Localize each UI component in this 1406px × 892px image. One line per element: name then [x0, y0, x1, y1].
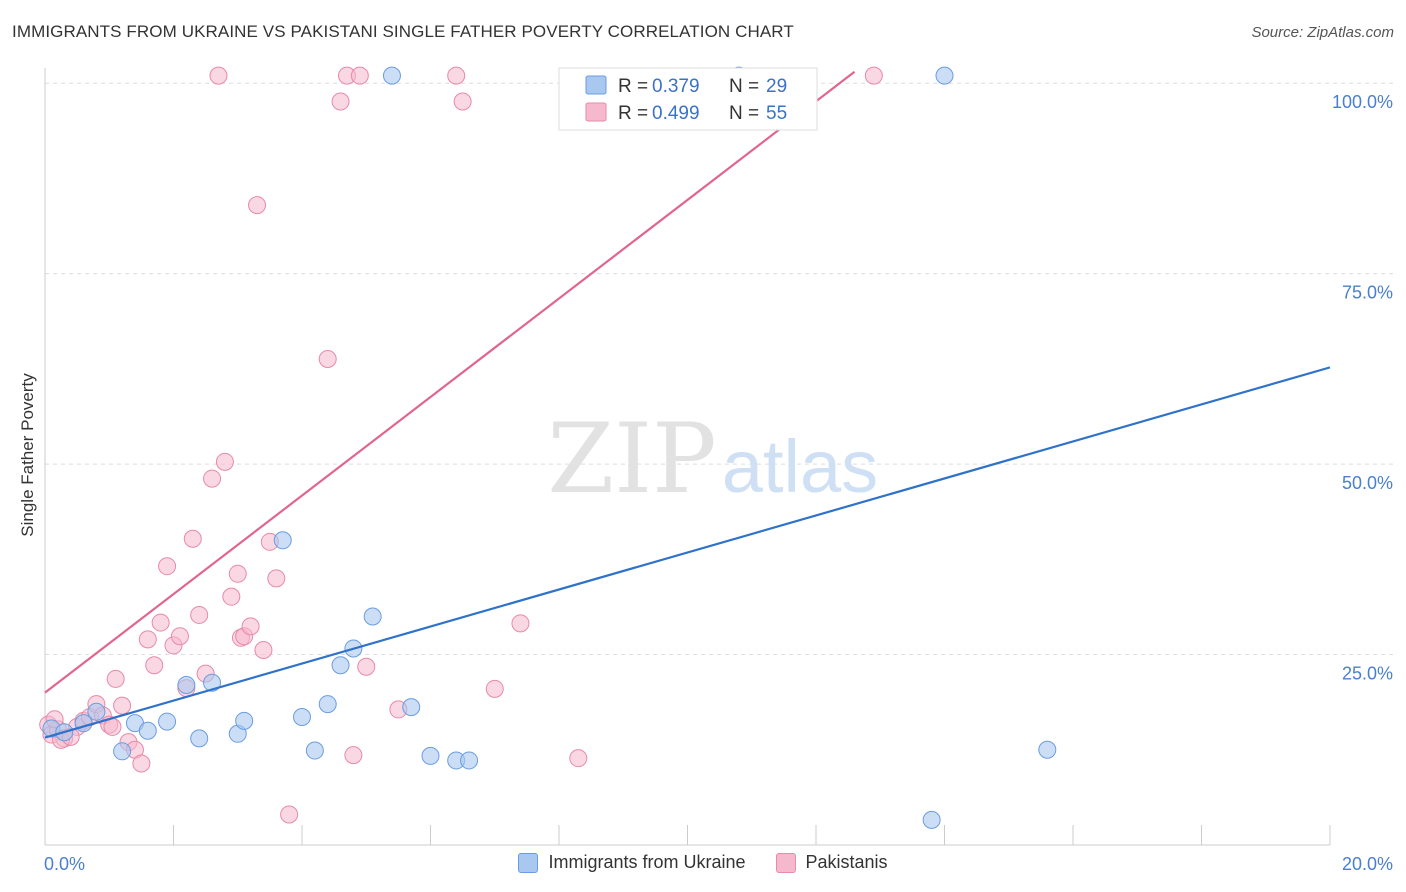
grid-lines: [45, 82, 1395, 656]
pakistani-point-20: [170, 627, 189, 646]
pakistani-point-18: [158, 557, 177, 576]
pakistani-trend-line: [44, 70, 856, 694]
pakistani-point-26: [209, 66, 228, 85]
pakistani-point-47: [485, 679, 504, 698]
pakistani-point-37: [280, 805, 299, 824]
pakistani-point-11: [113, 696, 132, 715]
ukraine-point-17: [331, 656, 350, 675]
pakistani-point-48: [511, 614, 530, 633]
ukraine-point-4: [113, 742, 132, 761]
ukraine-point-20: [382, 66, 401, 85]
pakistani-point-10: [106, 669, 125, 688]
ukraine-point-10: [203, 673, 222, 692]
ukraine-point-22: [421, 746, 440, 765]
ukraine-point-19: [363, 607, 382, 626]
legend-n-value-2: 55: [766, 103, 787, 124]
y-tick-label-1: 50.0%: [1342, 473, 1393, 493]
pakistani-point-38: [318, 349, 337, 368]
ukraine-point-7: [158, 712, 177, 731]
x-tick-label-0: 0.0%: [44, 854, 85, 874]
watermark-atlas: atlas: [722, 425, 878, 508]
ukraine-points: [42, 66, 1057, 829]
ukraine-point-12: [235, 711, 254, 730]
ukraine-point-24: [460, 751, 479, 770]
legend-n-value-1: 29: [766, 76, 787, 97]
legend-swatch-pakistani-bottom: [775, 852, 796, 873]
axes: [44, 68, 1331, 846]
correlation-legend: R = 0.379 N = 29 R = 0.499 N = 55: [558, 67, 818, 131]
pakistani-point-25: [203, 469, 222, 488]
ukraine-point-8: [177, 676, 196, 695]
pakistani-point-14: [132, 754, 151, 773]
ukraine-trend-line: [44, 366, 1331, 739]
chart-title: IMMIGRANTS FROM UKRAINE VS PAKISTANI SIN…: [12, 22, 794, 41]
legend-r-label-1: R =: [618, 76, 648, 97]
pakistani-point-29: [228, 564, 247, 583]
pakistani-point-43: [357, 657, 376, 676]
legend-item-pakistani[interactable]: Pakistanis: [775, 852, 888, 873]
trend-lines: [44, 70, 1331, 739]
pakistani-point-33: [248, 196, 267, 215]
pakistani-point-45: [447, 66, 466, 85]
legend-n-label-1: N =: [729, 76, 759, 97]
pakistani-point-34: [254, 640, 273, 659]
ukraine-point-28: [922, 810, 941, 829]
legend-r-label-2: R =: [618, 103, 648, 124]
y-tick-label-0: 25.0%: [1342, 664, 1393, 684]
source-label: Source: ZipAtlas.com: [1251, 24, 1394, 41]
pakistani-point-42: [350, 66, 369, 85]
legend-label-pakistani: Pakistanis: [805, 852, 888, 872]
legend-swatch-ukraine: [585, 75, 607, 95]
ukraine-point-15: [305, 741, 324, 760]
ukraine-point-13: [273, 531, 292, 550]
x-tick-label-1: 20.0%: [1342, 854, 1393, 874]
legend-n-label-2: N =: [729, 103, 759, 124]
pakistani-point-46: [453, 92, 472, 111]
legend-r-value-2: 0.499: [652, 103, 700, 124]
ukraine-point-16: [318, 695, 337, 714]
ukraine-point-27: [1038, 740, 1057, 759]
pakistani-point-23: [190, 605, 209, 624]
y-tick-label-3: 100.0%: [1332, 92, 1393, 112]
tick-labels: 25.0% 50.0% 75.0% 100.0% 0.0% 20.0%: [44, 92, 1393, 874]
pakistani-point-49: [569, 749, 588, 768]
pakistani-point-22: [183, 529, 202, 548]
ukraine-point-9: [190, 729, 209, 748]
y-tick-label-2: 75.0%: [1342, 283, 1393, 303]
pakistani-point-39: [331, 92, 350, 111]
pakistani-point-50: [864, 66, 883, 85]
pakistani-point-15: [138, 630, 157, 649]
ukraine-point-26: [935, 66, 954, 85]
watermark-zip: ZIP: [547, 403, 716, 515]
pakistani-point-16: [145, 656, 164, 675]
ukraine-point-3: [87, 702, 106, 721]
pakistani-point-28: [222, 587, 241, 606]
pakistani-point-27: [215, 452, 234, 471]
legend-swatch-pakistani: [585, 102, 607, 122]
legend-item-ukraine[interactable]: Immigrants from Ukraine: [518, 852, 746, 873]
ukraine-point-21: [402, 698, 421, 717]
ukraine-point-14: [293, 708, 311, 727]
pakistani-point-17: [151, 613, 170, 632]
pakistani-point-36: [267, 569, 286, 588]
pakistani-point-41: [344, 746, 363, 765]
legend-r-value-1: 0.379: [652, 76, 700, 97]
legend-label-ukraine: Immigrants from Ukraine: [548, 852, 746, 872]
pakistani-point-32: [241, 617, 260, 636]
ukraine-point-6: [138, 721, 157, 740]
watermark: ZIP atlas: [547, 403, 878, 515]
legend-swatch-ukraine-bottom: [518, 852, 539, 873]
series-legend: Immigrants from Ukraine Pakistanis: [0, 852, 1406, 873]
